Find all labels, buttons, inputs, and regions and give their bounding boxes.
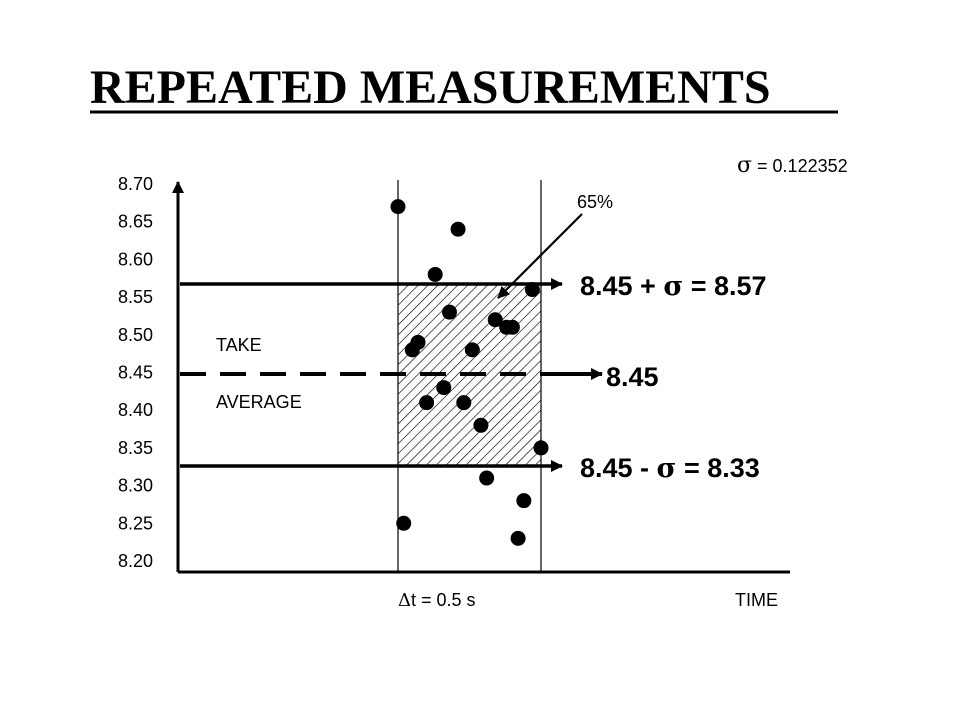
data-point (427, 266, 443, 282)
data-point (524, 282, 540, 298)
data-point (510, 530, 526, 546)
percent-label: 65% (577, 192, 613, 212)
data-point (419, 395, 435, 411)
y-tick-label: 8.70 (118, 174, 153, 194)
data-point (464, 342, 480, 358)
data-point (390, 199, 406, 215)
y-tick-label: 8.65 (118, 212, 153, 232)
data-point (450, 221, 466, 237)
y-tick-label: 8.20 (118, 551, 153, 571)
y-axis-tick-labels: 8.70 8.65 8.60 8.55 8.50 8.45 8.40 8.35 8.30 8.25… (118, 174, 153, 571)
y-tick-label: 8.35 (118, 438, 153, 458)
y-tick-label: 8.60 (118, 249, 153, 269)
average-label: AVERAGE (216, 392, 302, 412)
y-tick-label: 8.45 (118, 363, 153, 383)
page-title: REPEATED MEASUREMENTS (90, 61, 771, 114)
interval-label: Δt = 0.5 s (398, 590, 476, 611)
percent-pointer-arrow (497, 213, 583, 299)
data-point (473, 417, 489, 433)
y-tick-label: 8.25 (118, 513, 153, 533)
take-label: TAKE (216, 335, 262, 355)
data-point (533, 440, 549, 456)
data-point (487, 312, 503, 328)
y-tick-label: 8.30 (118, 476, 153, 496)
data-point (456, 395, 472, 411)
mean-label: 8.45 (606, 362, 659, 392)
sigma-value: σ = 0.122352 (737, 153, 848, 178)
data-point (441, 304, 457, 320)
data-point (396, 515, 412, 531)
y-tick-label: 8.55 (118, 287, 153, 307)
x-axis-label: TIME (735, 590, 778, 610)
data-point (479, 470, 495, 486)
data-point (516, 493, 532, 509)
data-point (504, 319, 520, 335)
upper-label: 8.45 + σ = 8.57 (580, 271, 767, 302)
data-point (436, 380, 452, 396)
data-point (404, 342, 420, 358)
y-tick-label: 8.50 (118, 325, 153, 345)
y-tick-label: 8.40 (118, 400, 153, 420)
lower-label: 8.45 - σ = 8.33 (580, 453, 760, 484)
data-points (390, 199, 549, 546)
